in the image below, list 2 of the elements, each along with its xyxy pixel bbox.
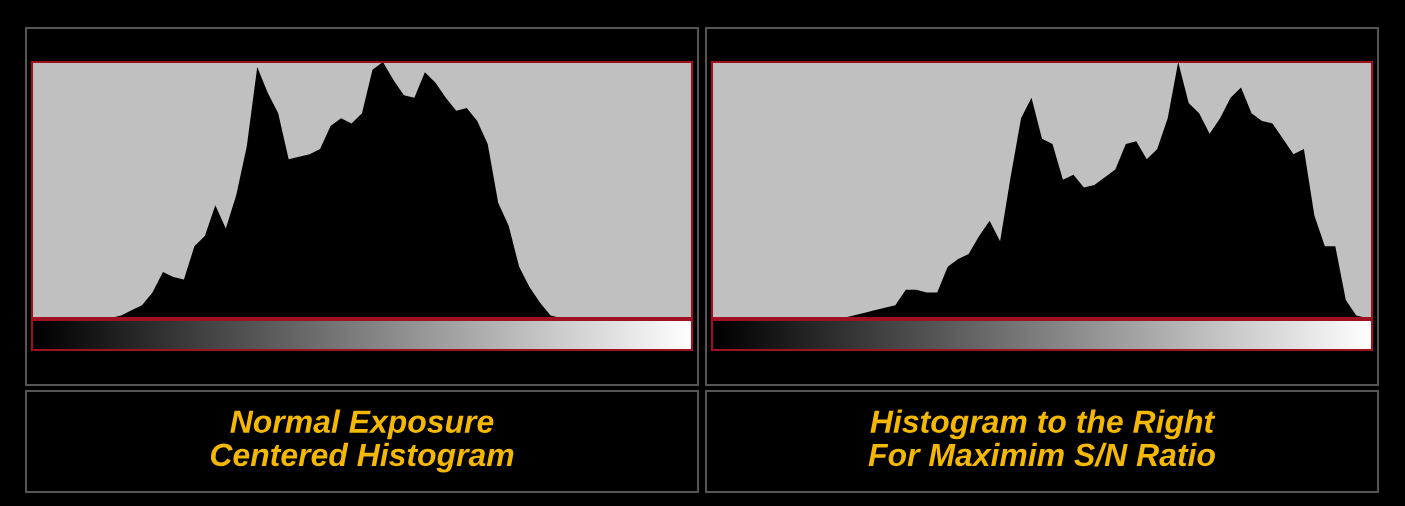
text: Normal Exposure Centered Histogram [210,409,514,473]
text: Histogram to the Right For Maximim S/N Ratio [868,409,1216,467]
